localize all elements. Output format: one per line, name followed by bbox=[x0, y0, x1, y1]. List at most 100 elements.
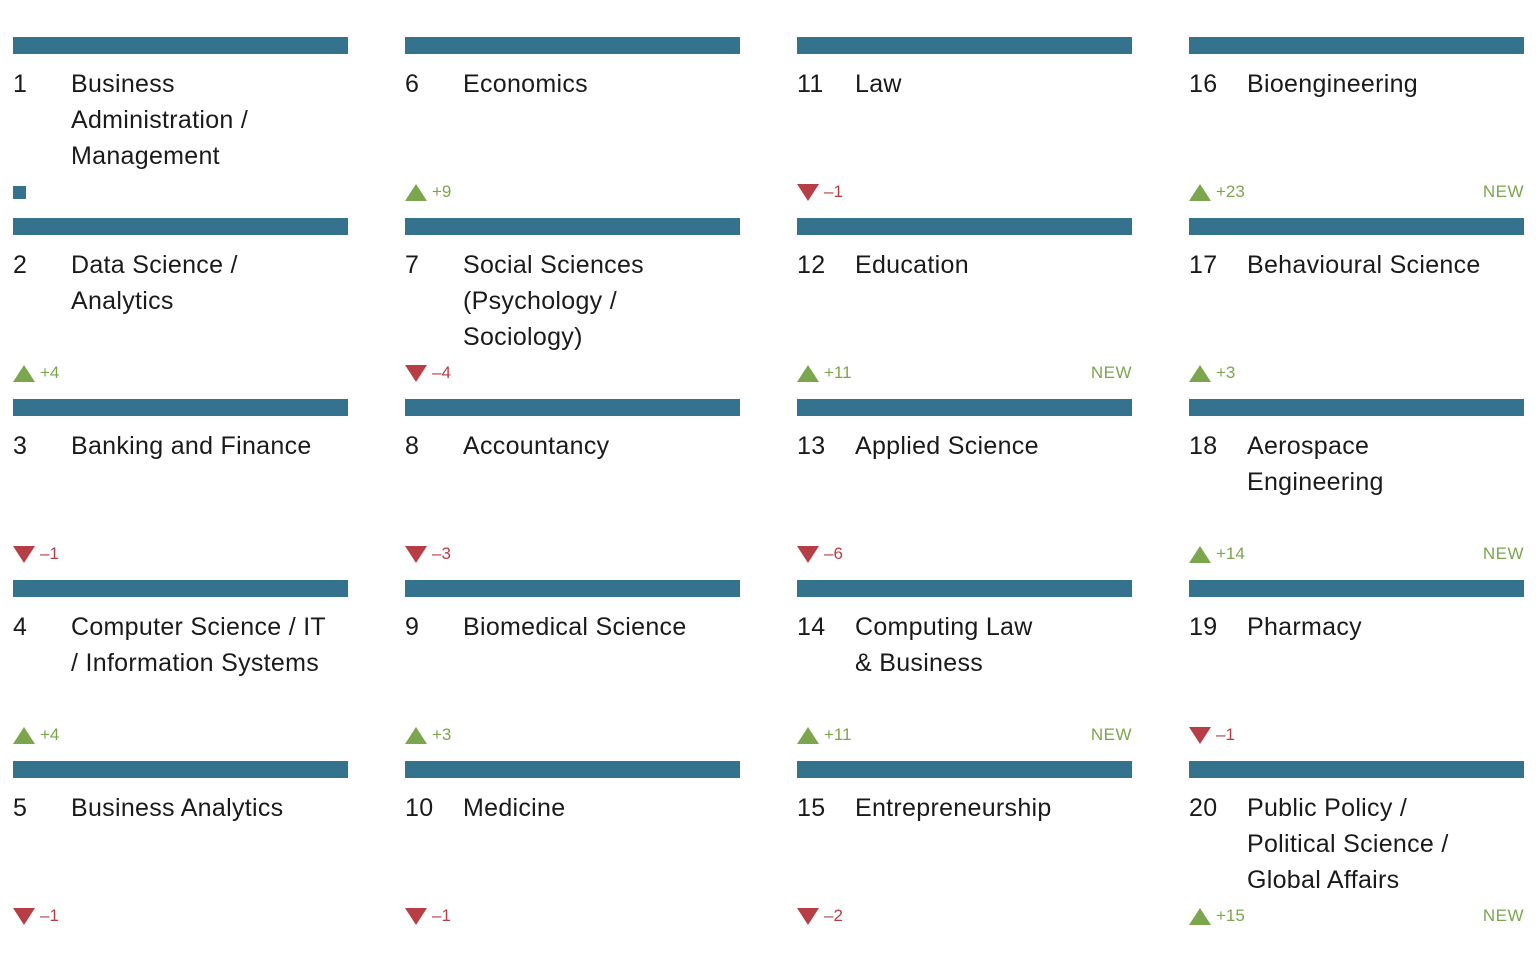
rank-change: –3 bbox=[405, 544, 451, 564]
triangle-down-icon bbox=[797, 545, 819, 563]
ranking-number: 10 bbox=[405, 794, 434, 822]
ranking-item: 8 Accountancy –3 bbox=[405, 399, 740, 580]
rank-change-value: +3 bbox=[1216, 363, 1236, 382]
ranking-number: 14 bbox=[797, 613, 826, 641]
rank-change-value: –1 bbox=[40, 544, 59, 563]
rank-change-value: +3 bbox=[432, 725, 452, 744]
ranking-number: 15 bbox=[797, 794, 826, 822]
ranking-item: 4 Computer Science / IT / Information Sys… bbox=[13, 580, 348, 761]
rank-change: +3 bbox=[405, 725, 451, 745]
rank-change-value: –1 bbox=[1216, 725, 1235, 744]
ranking-item: 15 Entrepreneurship –2 bbox=[797, 761, 1132, 942]
ranking-item: 20 Public Policy / Political Science / Gl… bbox=[1189, 761, 1524, 942]
ranking-item: 1 Business Administration / Management bbox=[13, 37, 348, 218]
triangle-down-icon bbox=[405, 907, 427, 925]
new-badge: NEW bbox=[1090, 363, 1132, 382]
subject-name: Banking and Finance bbox=[71, 432, 312, 460]
ranking-number: 12 bbox=[797, 251, 826, 279]
ranking-number: 7 bbox=[405, 251, 420, 279]
rank-change: +14 bbox=[1189, 544, 1245, 564]
rank-change-value: +11 bbox=[824, 725, 852, 744]
triangle-up-icon bbox=[1189, 545, 1211, 563]
subject-name: Social Sciences (Psychology / Sociology) bbox=[463, 251, 644, 351]
triangle-down-icon bbox=[1189, 726, 1211, 744]
ranking-bar bbox=[13, 580, 348, 597]
rank-change-value: –6 bbox=[824, 544, 843, 563]
subject-name: Aerospace Engineering bbox=[1247, 432, 1384, 496]
triangle-down-icon bbox=[13, 545, 35, 563]
triangle-up-icon bbox=[1189, 907, 1211, 925]
ranking-bar bbox=[797, 580, 1132, 597]
rank-change-value: –1 bbox=[824, 182, 843, 201]
ranking-number: 13 bbox=[797, 432, 826, 460]
rank-change: +15 bbox=[1189, 906, 1245, 926]
rank-change: –4 bbox=[405, 363, 451, 383]
rank-change: –6 bbox=[797, 544, 843, 564]
rank-change: –1 bbox=[13, 544, 59, 564]
subject-name: Computing Law & Business bbox=[855, 613, 1033, 677]
ranking-item: 17 Behavioural Science +3 bbox=[1189, 218, 1524, 399]
rank-change: +4 bbox=[13, 363, 59, 383]
rank-change: –1 bbox=[405, 906, 451, 926]
ranking-bar bbox=[797, 37, 1132, 54]
rank-change-value: +11 bbox=[824, 363, 852, 382]
ranking-bar bbox=[797, 761, 1132, 778]
ranking-item: 3 Banking and Finance –1 bbox=[13, 399, 348, 580]
triangle-up-icon bbox=[797, 726, 819, 744]
ranking-bar bbox=[405, 218, 740, 235]
rank-change: –2 bbox=[797, 906, 843, 926]
ranking-item: 11 Law –1 bbox=[797, 37, 1132, 218]
square-icon bbox=[13, 185, 26, 199]
ranking-bar bbox=[13, 761, 348, 778]
ranking-item: 7 Social Sciences (Psychology / Sociology… bbox=[405, 218, 740, 399]
rank-change-value: +14 bbox=[1216, 544, 1245, 563]
new-badge: NEW bbox=[1090, 725, 1132, 744]
ranking-number: 6 bbox=[405, 70, 420, 98]
rank-change-value: +4 bbox=[40, 725, 60, 744]
ranking-bar bbox=[13, 37, 348, 54]
ranking-number: 5 bbox=[13, 794, 28, 822]
rank-change: –1 bbox=[13, 906, 59, 926]
new-badge: NEW bbox=[1482, 906, 1524, 925]
subject-name: Public Policy / Political Science / Glob… bbox=[1247, 794, 1449, 894]
rank-change: +11 bbox=[797, 363, 852, 383]
triangle-up-icon bbox=[1189, 364, 1211, 382]
ranking-bar bbox=[1189, 761, 1524, 778]
ranking-item: 14 Computing Law & Business +11 NEW bbox=[797, 580, 1132, 761]
ranking-number: 20 bbox=[1189, 794, 1218, 822]
ranking-item: 5 Business Analytics –1 bbox=[13, 761, 348, 942]
ranking-grid: 1 Business Administration / Management 2 Da… bbox=[13, 37, 1524, 942]
rank-change: +9 bbox=[405, 182, 451, 202]
subject-name: Entrepreneurship bbox=[855, 794, 1052, 822]
ranking-number: 16 bbox=[1189, 70, 1218, 98]
ranking-item: 18 Aerospace Engineering +14 NEW bbox=[1189, 399, 1524, 580]
rank-change: –1 bbox=[797, 182, 843, 202]
subject-name: Business Administration / Management bbox=[71, 70, 249, 170]
triangle-up-icon bbox=[13, 726, 35, 744]
ranking-item: 9 Biomedical Science +3 bbox=[405, 580, 740, 761]
ranking-item: 16 Bioengineering +23 NEW bbox=[1189, 37, 1524, 218]
triangle-up-icon bbox=[1189, 183, 1211, 201]
triangle-down-icon bbox=[13, 907, 35, 925]
ranking-bar bbox=[405, 399, 740, 416]
ranking-number: 11 bbox=[797, 70, 824, 98]
subject-name: Accountancy bbox=[463, 432, 610, 460]
rank-change: +4 bbox=[13, 725, 59, 745]
ranking-bar bbox=[1189, 218, 1524, 235]
subject-name: Business Analytics bbox=[71, 794, 284, 822]
subject-name: Applied Science bbox=[855, 432, 1039, 460]
ranking-item: 13 Applied Science –6 bbox=[797, 399, 1132, 580]
ranking-bar bbox=[13, 399, 348, 416]
ranking-number: 2 bbox=[13, 251, 28, 279]
subject-name: Data Science / Analytics bbox=[71, 251, 238, 315]
ranking-bar bbox=[1189, 37, 1524, 54]
rank-change-value: –3 bbox=[432, 544, 451, 563]
new-badge: NEW bbox=[1482, 182, 1524, 201]
subject-name: Medicine bbox=[463, 794, 566, 822]
ranking-bar bbox=[13, 218, 348, 235]
ranking-item: 12 Education +11 NEW bbox=[797, 218, 1132, 399]
ranking-item: 19 Pharmacy –1 bbox=[1189, 580, 1524, 761]
subject-name: Computer Science / IT / Information Syst… bbox=[71, 613, 327, 677]
triangle-down-icon bbox=[797, 183, 819, 201]
rank-change-value: +23 bbox=[1216, 182, 1245, 201]
